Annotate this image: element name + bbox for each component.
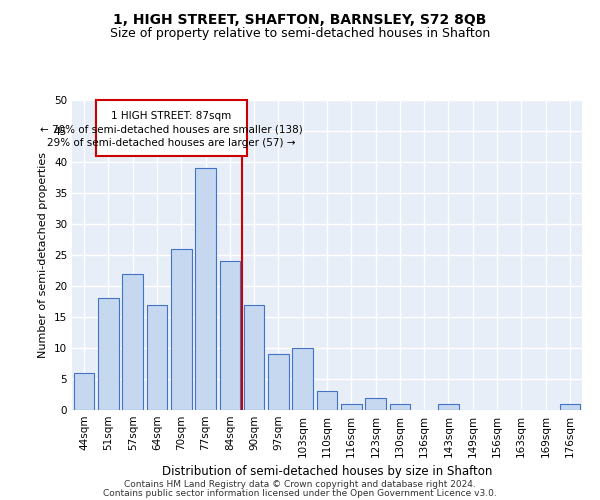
Bar xyxy=(195,168,216,410)
Bar xyxy=(438,404,459,410)
Bar xyxy=(122,274,143,410)
Bar xyxy=(292,348,313,410)
Y-axis label: Number of semi-detached properties: Number of semi-detached properties xyxy=(38,152,49,358)
Bar xyxy=(146,304,167,410)
Text: Contains public sector information licensed under the Open Government Licence v3: Contains public sector information licen… xyxy=(103,489,497,498)
Bar xyxy=(220,261,240,410)
Text: 1 HIGH STREET: 87sqm: 1 HIGH STREET: 87sqm xyxy=(112,111,232,121)
Bar xyxy=(341,404,362,410)
Text: 29% of semi-detached houses are larger (57) →: 29% of semi-detached houses are larger (… xyxy=(47,138,296,148)
Text: Contains HM Land Registry data © Crown copyright and database right 2024.: Contains HM Land Registry data © Crown c… xyxy=(124,480,476,489)
Bar xyxy=(74,373,94,410)
Bar xyxy=(98,298,119,410)
Bar xyxy=(560,404,580,410)
Text: Size of property relative to semi-detached houses in Shafton: Size of property relative to semi-detach… xyxy=(110,28,490,40)
Text: Distribution of semi-detached houses by size in Shafton: Distribution of semi-detached houses by … xyxy=(162,464,492,477)
Bar xyxy=(171,249,191,410)
Bar xyxy=(268,354,289,410)
Bar xyxy=(317,392,337,410)
Bar xyxy=(389,404,410,410)
Text: 1, HIGH STREET, SHAFTON, BARNSLEY, S72 8QB: 1, HIGH STREET, SHAFTON, BARNSLEY, S72 8… xyxy=(113,12,487,26)
Bar xyxy=(365,398,386,410)
Bar xyxy=(244,304,265,410)
Text: ← 70% of semi-detached houses are smaller (138): ← 70% of semi-detached houses are smalle… xyxy=(40,125,303,135)
FancyBboxPatch shape xyxy=(96,100,247,156)
